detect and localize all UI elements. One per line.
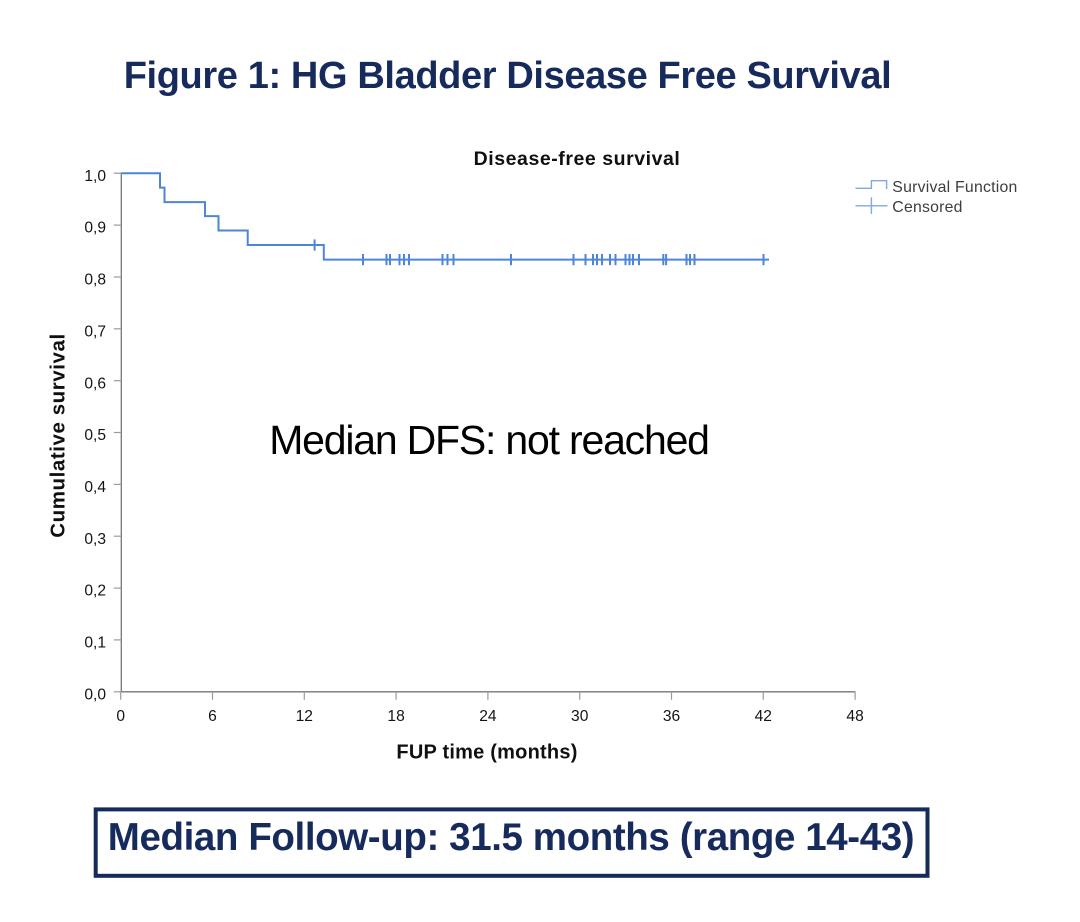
svg-text:Figure 1: HG Bladder Disease F: Figure 1: HG Bladder Disease Free Surviv… xyxy=(124,55,892,97)
svg-text:18: 18 xyxy=(387,708,404,725)
svg-text:Censored: Censored xyxy=(892,199,962,216)
svg-text:1,0: 1,0 xyxy=(84,168,106,185)
svg-text:Median DFS: not reached: Median DFS: not reached xyxy=(269,417,709,463)
svg-text:Survival Function: Survival Function xyxy=(892,179,1017,196)
svg-text:48: 48 xyxy=(846,708,863,725)
svg-text:12: 12 xyxy=(296,708,313,725)
svg-text:Disease-free survival: Disease-free survival xyxy=(474,148,681,170)
svg-text:0,6: 0,6 xyxy=(84,375,106,392)
svg-text:Median Follow-up: 31.5 months: Median Follow-up: 31.5 months (range 14-… xyxy=(108,816,914,859)
svg-text:0,0: 0,0 xyxy=(84,686,106,703)
svg-text:0,9: 0,9 xyxy=(84,220,106,237)
svg-text:0,4: 0,4 xyxy=(84,479,106,496)
svg-text:36: 36 xyxy=(663,708,680,725)
svg-text:0,2: 0,2 xyxy=(84,583,106,600)
svg-text:0,8: 0,8 xyxy=(84,272,106,289)
svg-text:0,1: 0,1 xyxy=(84,635,106,652)
svg-text:0,7: 0,7 xyxy=(84,323,106,340)
svg-text:0,5: 0,5 xyxy=(84,427,106,444)
svg-text:24: 24 xyxy=(479,708,497,725)
svg-text:30: 30 xyxy=(571,708,589,725)
svg-text:42: 42 xyxy=(755,708,772,725)
svg-text:6: 6 xyxy=(208,708,217,725)
svg-text:Cumulative survival: Cumulative survival xyxy=(46,333,69,538)
svg-text:0: 0 xyxy=(116,708,125,725)
svg-text:0,3: 0,3 xyxy=(84,531,106,548)
svg-text:FUP time (months): FUP time (months) xyxy=(396,742,577,764)
